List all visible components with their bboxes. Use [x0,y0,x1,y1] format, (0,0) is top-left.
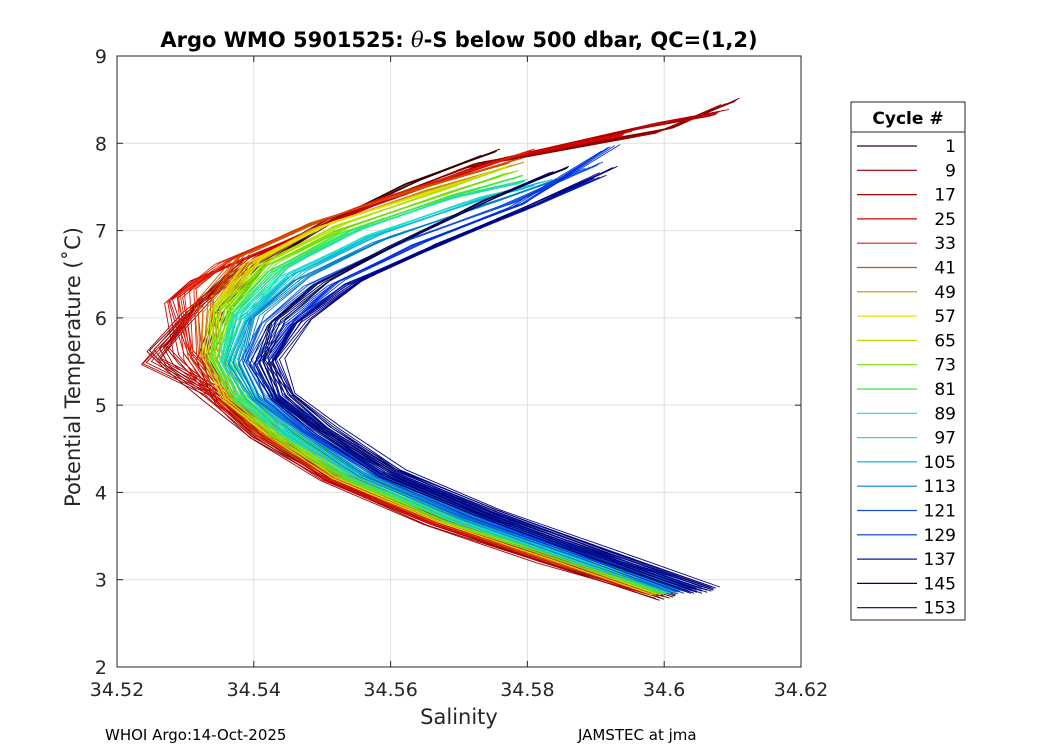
legend-label-81: 81 [934,380,956,400]
series-line-cycle-153 [274,167,715,590]
x-tick-label: 34.62 [774,679,828,701]
y-tick-label: 8 [95,133,107,155]
footer-source: WHOI Argo:14-Oct-2025 [105,726,287,744]
y-tick-label: 5 [95,395,107,417]
axes-box [116,55,802,668]
series-line-cycle-153 [278,166,717,589]
legend-label-113: 113 [924,477,956,497]
y-axis-label: Potential Temperature (˚C) [61,227,85,507]
legend-label-1: 1 [945,137,956,157]
legend-label-89: 89 [934,404,956,424]
legend-label-49: 49 [934,283,956,303]
legend-label-57: 57 [934,307,956,327]
legend-label-73: 73 [934,356,956,376]
legend-label-9: 9 [945,161,956,181]
series-group [141,97,740,601]
legend-label-153: 153 [924,599,956,619]
chart-title: Argo WMO 5901525: θ-S below 500 dbar, QC… [160,28,757,52]
legend-label-33: 33 [934,234,956,254]
x-tick-label: 34.58 [500,679,554,701]
series-line-cycle-145 [249,172,695,594]
x-tick-label: 34.6 [643,679,685,701]
footer-institution: JAMSTEC at jma [578,726,697,744]
x-tick-label: 34.52 [90,679,144,701]
legend-title: Cycle # [872,109,943,129]
legend-label-17: 17 [934,186,956,206]
x-tick-label: 34.56 [363,679,417,701]
legend-label-145: 145 [924,574,956,594]
legend-label-65: 65 [934,331,956,351]
legend-label-121: 121 [924,502,956,522]
y-tick-label: 6 [95,308,107,330]
y-tick-label: 3 [95,570,107,592]
x-ticks: 34.52 34.54 34.56 34.58 34.6 34.62 [90,56,828,701]
y-tick-label: 7 [95,221,107,243]
legend-label-129: 129 [924,526,956,546]
x-axis-label: Salinity [420,705,498,729]
legend-box [850,101,966,621]
legend-label-41: 41 [934,259,956,279]
legend-label-25: 25 [934,210,956,230]
y-ticks: 2 3 4 5 6 7 8 9 [95,46,801,679]
y-tick-label: 9 [95,46,107,68]
legend-label-97: 97 [934,429,956,449]
plot-area [117,56,801,667]
series-line-cycle-153 [284,165,720,588]
x-tick-label: 34.54 [227,679,281,701]
y-tick-label: 2 [95,657,107,679]
legend-label-105: 105 [924,453,956,473]
legend: Cycle # 1 9 17 25 33 41 49 57 65 73 81 89 97 105 113 12… [850,101,966,621]
legend-label-137: 137 [924,550,956,570]
y-tick-label: 4 [95,482,107,504]
legend-items: 1 9 17 25 33 41 49 57 65 73 81 89 97 105 113 121 129 137 1… [857,137,956,619]
